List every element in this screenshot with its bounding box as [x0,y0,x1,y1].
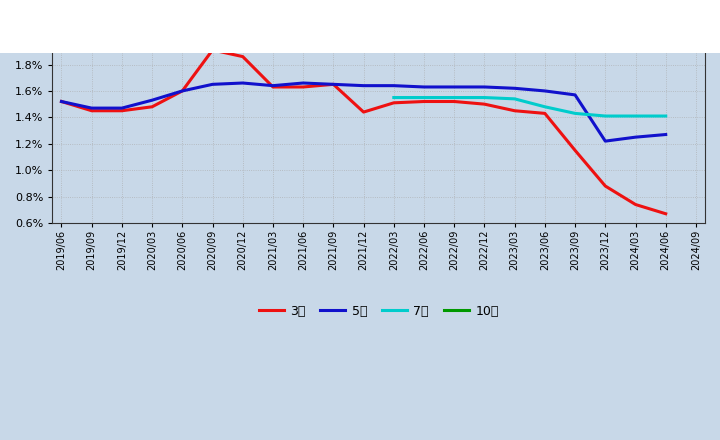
Line: 3年: 3年 [61,50,666,214]
3年 [299,84,307,90]
7年 [390,95,398,100]
3年 [510,108,519,114]
3年 [117,108,126,114]
7年 [541,104,549,110]
7年 [420,95,428,100]
7年 [631,114,640,119]
3年 [238,54,247,59]
3年 [87,108,96,114]
3年 [571,148,580,153]
Title: [7267]  当期組純利益マージンの標準偏差の推移: [7267] 当期組純利益マージンの標準偏差の推移 [263,15,495,30]
5年 [450,84,459,90]
7年 [510,96,519,102]
3年 [57,99,66,104]
Line: 7年: 7年 [394,98,666,116]
3年 [450,99,459,104]
5年 [571,92,580,98]
5年 [480,84,489,90]
3年 [208,48,217,53]
7年 [571,111,580,116]
3年 [480,102,489,107]
Line: 5年: 5年 [61,83,666,141]
3年 [390,100,398,106]
7年 [450,95,459,100]
3年 [178,88,186,94]
5年 [601,139,610,144]
3年 [601,183,610,189]
3年 [662,211,670,216]
3年 [269,84,277,90]
3年 [541,111,549,116]
3年 [631,202,640,207]
5年 [269,83,277,88]
5年 [510,86,519,91]
5年 [662,132,670,137]
5年 [299,81,307,86]
5年 [541,88,549,94]
5年 [148,98,156,103]
5年 [238,81,247,86]
5年 [117,106,126,111]
3年 [420,99,428,104]
Legend: 3年, 5年, 7年, 10年: 3年, 5年, 7年, 10年 [254,300,503,323]
5年 [631,135,640,140]
7年 [601,114,610,119]
5年 [208,82,217,87]
3年 [329,82,338,87]
5年 [420,84,428,90]
5年 [178,88,186,94]
5年 [87,106,96,111]
3年 [359,110,368,115]
5年 [390,83,398,88]
5年 [57,99,66,104]
7年 [662,114,670,119]
5年 [329,82,338,87]
5年 [359,83,368,88]
7年 [480,95,489,100]
3年 [148,104,156,110]
